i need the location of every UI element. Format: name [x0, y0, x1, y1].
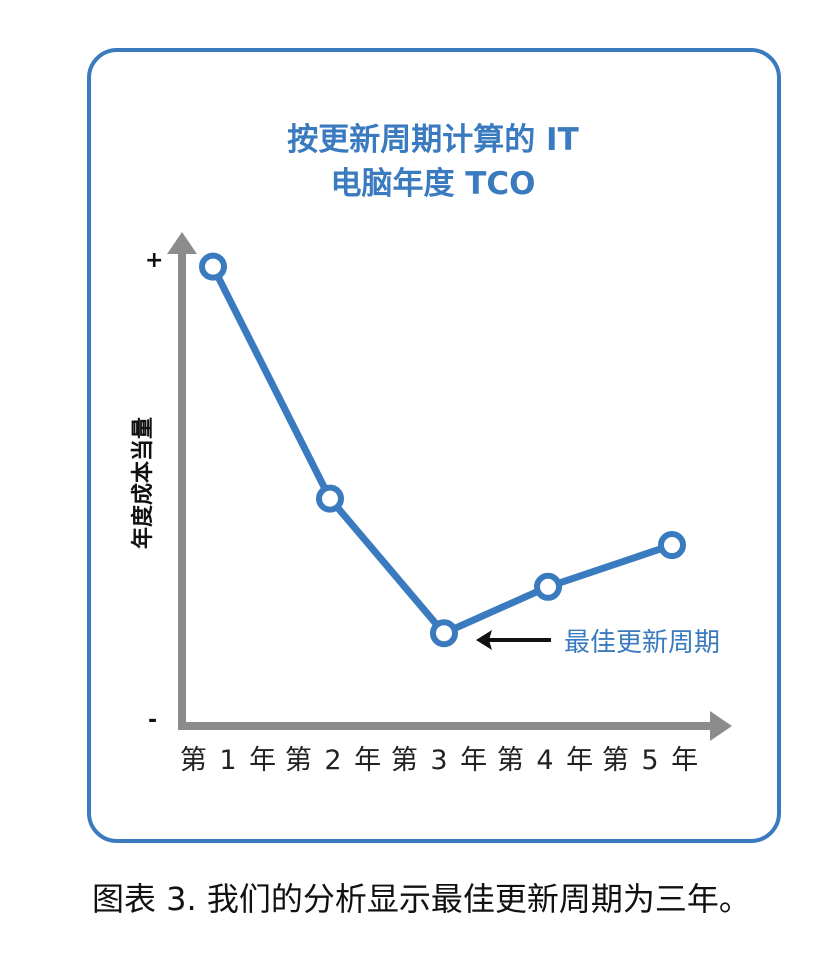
- figure-caption: 图表 3. 我们的分析显示最佳更新周期为三年。: [92, 880, 751, 918]
- x-tick-label: 第 5 年: [601, 745, 701, 776]
- chart-frame: [87, 48, 781, 843]
- x-axis-labels: 第 1 年 第 2 年 第 3 年 第 4 年 第 5 年: [0, 738, 834, 778]
- x-tick-label: 第 3 年: [390, 745, 490, 776]
- left-arrow-icon: [476, 630, 551, 650]
- series-line: [209, 265, 674, 637]
- axes: [167, 232, 732, 741]
- data-point-marker: [199, 252, 227, 281]
- data-point-marker: [658, 531, 686, 560]
- chart-title: 按更新周期计算的 IT 电脑年度 TCO: [0, 118, 834, 206]
- optimal-cycle-annotation: 最佳更新周期: [564, 628, 721, 658]
- x-tick-label: 第 4 年: [496, 745, 596, 776]
- data-point-marker: [430, 619, 458, 648]
- x-tick-label: 第 2 年: [284, 745, 384, 776]
- y-tick-top: +: [145, 248, 164, 273]
- x-axis-arrow-icon: [710, 711, 732, 741]
- data-point-marker: [534, 572, 562, 601]
- y-tick-bottom: -: [148, 708, 158, 733]
- y-axis-arrow-icon: [167, 232, 197, 254]
- data-point-marker: [316, 484, 344, 513]
- chart-title-line-2: 电脑年度 TCO: [330, 166, 536, 202]
- data-series: [199, 252, 686, 648]
- chart-title-line-1: 按更新周期计算的 IT: [287, 122, 579, 158]
- x-tick-label: 第 1 年: [179, 745, 279, 776]
